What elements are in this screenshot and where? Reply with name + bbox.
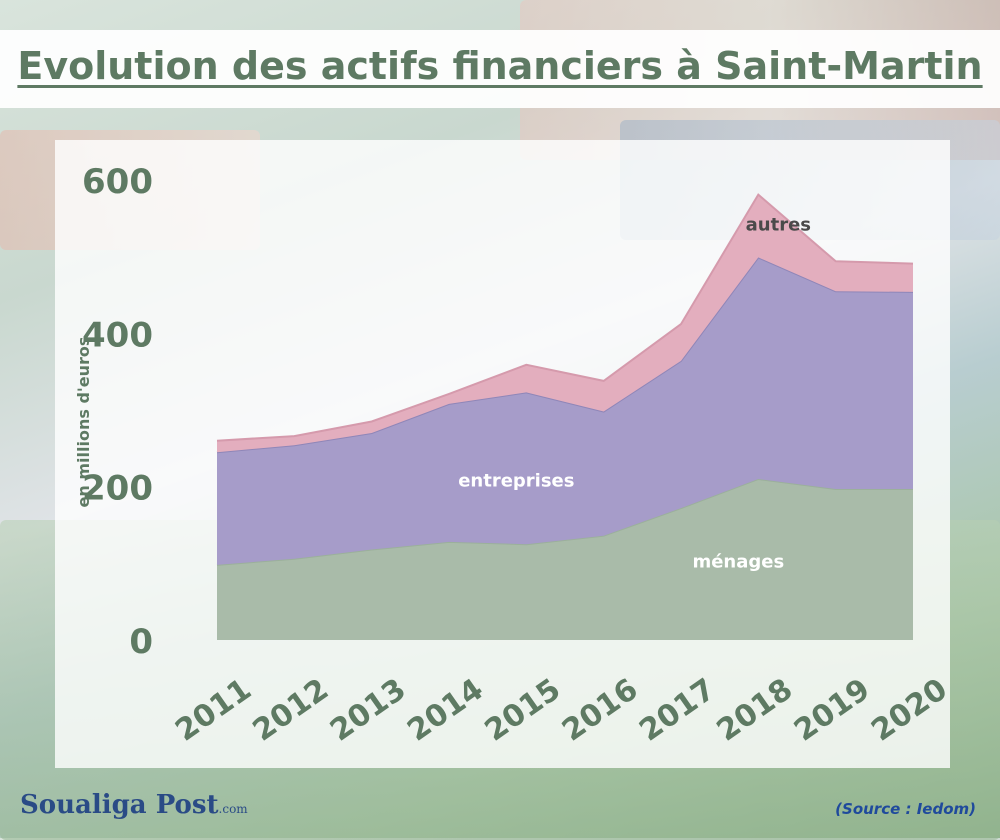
y-tick-label: 400 — [82, 315, 153, 355]
series-line-autres — [216, 193, 914, 442]
page-title: Evolution des actifs financiers à Saint-… — [17, 44, 983, 88]
series-label-autres: autres — [746, 215, 811, 236]
x-tick-label: 2019 — [788, 672, 876, 749]
series-label-menages: ménages — [692, 552, 784, 573]
publisher-logo[interactable]: Soualiga Post.com — [20, 790, 248, 820]
area-entreprises — [217, 257, 913, 565]
x-tick-label: 2016 — [556, 672, 644, 749]
y-axis-label: en millions d'euros — [74, 337, 93, 508]
x-tick-label: 2011 — [169, 672, 257, 749]
x-tick-label: 2017 — [633, 672, 721, 749]
series-label-entreprises: entreprises — [458, 470, 574, 491]
x-tick-label: 2015 — [479, 672, 567, 749]
x-tick-label: 2018 — [711, 672, 799, 749]
y-tick-label: 0 — [129, 622, 153, 662]
logo-text: Soualiga Post — [20, 790, 219, 820]
logo-suffix: .com — [218, 802, 248, 816]
x-tick-label: 2012 — [247, 672, 335, 749]
x-tick-label: 2013 — [324, 672, 412, 749]
source-note: (Source : Iedom) — [835, 800, 976, 818]
x-tick-label: 2020 — [865, 672, 950, 749]
area-autres — [217, 194, 913, 453]
y-tick-label: 200 — [82, 469, 153, 509]
x-tick-label: 2014 — [401, 672, 489, 749]
y-tick-label: 600 — [82, 162, 153, 202]
title-band — [0, 30, 1000, 108]
chart-panel: 0 200 400 600 en millions d'euros 2011 2012 201… — [55, 140, 950, 768]
area-menages — [217, 479, 913, 640]
